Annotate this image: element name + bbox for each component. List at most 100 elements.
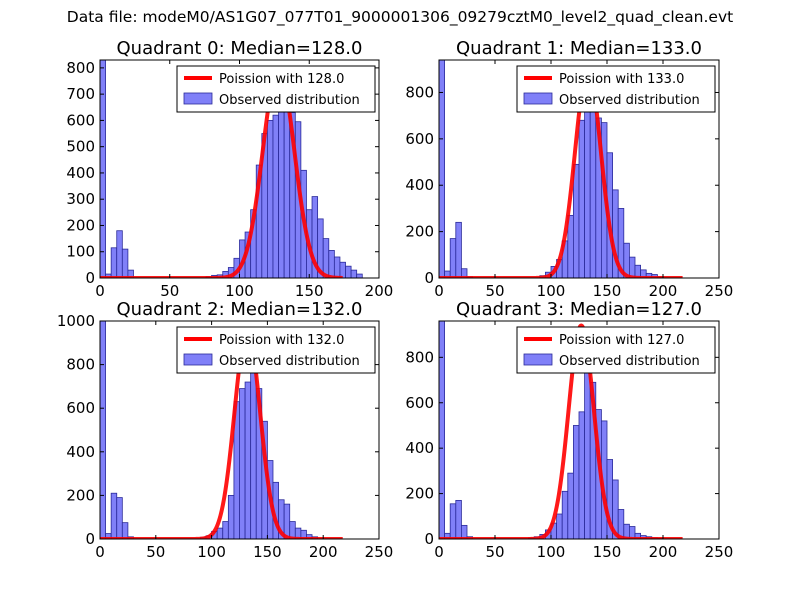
- y-tick-label: 0: [85, 530, 95, 548]
- x-tick-label: 100: [537, 282, 566, 300]
- histogram-bar: [100, 60, 106, 278]
- axes-frame: [438, 320, 720, 540]
- legend-line-label: Poission with 133.0: [559, 72, 684, 87]
- legend-bar-label: Observed distribution: [219, 354, 360, 369]
- histogram-bar: [216, 527, 224, 539]
- y-tick-label: 0: [424, 530, 434, 548]
- legend: Poission with 133.0 Observed distribution: [516, 65, 716, 113]
- x-tick-label: 150: [593, 282, 622, 300]
- histogram-bar: [333, 256, 341, 278]
- y-tick-label: 400: [66, 443, 95, 461]
- x-tick-label: 0: [434, 282, 444, 300]
- axes-frame: [99, 320, 380, 540]
- histogram-bar: [556, 513, 563, 539]
- y-tick-label: 800: [66, 59, 95, 77]
- y-tick-label: 800: [405, 83, 434, 101]
- histogram-bar: [110, 247, 118, 278]
- y-tick-label: 400: [405, 176, 434, 194]
- chart-panel-2: 0 50 100 150 200 250 0 200 400 600 800 1000 Quadrant…: [57, 299, 394, 561]
- histogram-bar: [322, 238, 330, 278]
- histogram-bar: [227, 494, 235, 539]
- legend: Poission with 132.0 Observed distribution: [176, 326, 376, 374]
- legend-bar-swatch: [523, 353, 553, 366]
- x-tick-label: 50: [485, 282, 504, 300]
- y-tick-label: 0: [424, 269, 434, 287]
- y-tick-label: 400: [66, 164, 95, 182]
- x-tick-label: 250: [705, 543, 734, 561]
- y-tick-label: 400: [405, 439, 434, 457]
- histogram-bar: [455, 221, 462, 278]
- x-tick-label: 200: [649, 282, 678, 300]
- x-tick-label: 250: [365, 543, 394, 561]
- histogram-bar: [460, 524, 468, 539]
- x-tick-label: 0: [95, 543, 105, 561]
- x-tick-label: 100: [197, 543, 226, 561]
- histogram-bar: [272, 114, 279, 278]
- histogram-bar: [100, 321, 106, 539]
- x-tick-label: 250: [705, 282, 734, 300]
- chart-panel-1: 0 50 100 150 200 250 0 200 400 600 800 Quadrant 1: …: [405, 38, 733, 300]
- x-tick-label: 150: [253, 543, 282, 561]
- axes-frame: [438, 59, 720, 279]
- x-tick-label: 150: [295, 282, 324, 300]
- histogram-bar: [578, 411, 585, 539]
- y-tick-label: 800: [405, 348, 434, 366]
- y-tick-label: 500: [66, 138, 95, 156]
- y-tick-label: 0: [85, 269, 95, 287]
- y-tick-label: 200: [66, 216, 95, 234]
- histogram-bar: [573, 163, 580, 278]
- histogram-bar: [567, 214, 574, 278]
- y-tick-label: 100: [66, 243, 95, 261]
- histogram-bar: [584, 363, 591, 539]
- histogram-bar: [110, 492, 118, 539]
- histogram-bar: [350, 269, 358, 278]
- histogram-bar: [584, 110, 591, 278]
- histogram-bar: [439, 60, 445, 278]
- x-tick-label: 100: [225, 282, 254, 300]
- chart-title: Quadrant 1: Median=133.0: [456, 38, 702, 59]
- histogram-bar: [121, 248, 129, 278]
- legend-bar-swatch: [523, 92, 553, 105]
- chart-panel-0: 0 50 100 150 200 0 100 200 300 400 500 600 700 800 Qua…: [66, 38, 393, 300]
- histogram-bar: [578, 119, 585, 278]
- x-tick-label: 200: [309, 543, 338, 561]
- histogram-bar: [127, 269, 134, 278]
- y-tick-label: 300: [66, 190, 95, 208]
- histogram-bar: [629, 526, 636, 539]
- histogram-bar: [455, 499, 462, 539]
- y-tick-label: 200: [405, 223, 434, 241]
- legend-bar-label: Observed distribution: [219, 93, 360, 108]
- y-tick-label: 200: [405, 485, 434, 503]
- histogram-bar: [439, 321, 445, 539]
- histogram-bar: [266, 120, 274, 278]
- histogram-bar: [328, 250, 335, 278]
- histogram-bar: [449, 503, 457, 539]
- x-tick-label: 0: [434, 543, 444, 561]
- histogram-bar: [339, 261, 346, 278]
- x-tick-label: 50: [160, 282, 179, 300]
- histogram-bar: [283, 96, 291, 278]
- histogram-bar: [567, 472, 574, 539]
- legend: Poission with 127.0 Observed distribution: [516, 326, 716, 374]
- histogram-bar: [116, 230, 123, 278]
- legend: Poission with 128.0 Observed distribution: [176, 65, 376, 113]
- legend-bar-swatch: [183, 92, 213, 105]
- histogram-bar: [239, 388, 246, 539]
- histogram-bar: [278, 98, 285, 278]
- y-tick-label: 1000: [57, 312, 95, 330]
- histogram-bar: [345, 265, 352, 278]
- y-tick-label: 700: [66, 85, 95, 103]
- legend-line-label: Poission with 127.0: [559, 333, 684, 348]
- y-tick-label: 600: [66, 399, 95, 417]
- x-tick-label: 150: [593, 543, 622, 561]
- y-tick-label: 600: [405, 130, 434, 148]
- histogram-bar: [121, 522, 129, 539]
- histogram-bar: [250, 359, 257, 539]
- y-tick-label: 200: [66, 486, 95, 504]
- histogram-bar: [222, 521, 229, 539]
- chart-panel-3: 0 50 100 150 200 250 0 200 400 600 800 Quadrant 3: …: [405, 299, 733, 561]
- histogram-bar: [356, 273, 363, 278]
- histogram-bar: [460, 268, 468, 278]
- histogram-bar: [561, 490, 569, 539]
